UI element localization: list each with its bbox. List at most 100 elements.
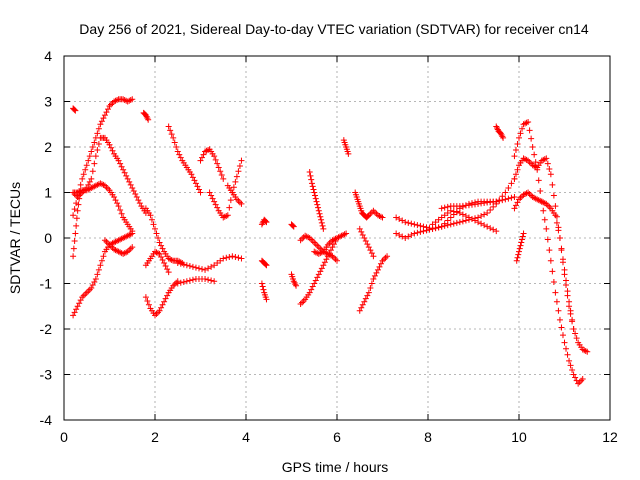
plus-marker [365,244,372,251]
plus-marker [367,247,374,254]
series-arc-m [174,253,245,273]
plus-marker [85,288,92,295]
plus-marker [115,157,122,164]
plus-marker [114,200,121,207]
plus-marker [543,155,550,162]
plus-marker [312,241,319,248]
plus-marker [227,197,234,204]
x-tick-label: 2 [151,429,159,445]
y-tick-label: -4 [40,412,53,428]
plus-marker [212,201,219,208]
plus-marker [97,121,104,128]
plus-marker [508,194,515,201]
plus-marker [517,194,524,201]
plus-marker [329,244,336,251]
plus-marker [532,163,539,170]
plus-marker [235,168,242,175]
plus-marker [159,301,166,308]
plus-marker [91,278,98,285]
plus-marker [101,237,108,244]
plus-marker [570,371,577,378]
plus-marker [459,218,466,225]
series-arc-y [306,169,327,232]
plus-marker [447,214,454,221]
plus-marker [441,212,448,219]
plus-marker [358,304,365,311]
series-arc-ac [356,253,391,314]
plus-marker [95,125,102,132]
plus-marker [402,219,409,226]
plus-marker [200,151,207,158]
plus-marker [211,278,218,285]
plus-marker [208,192,215,199]
plus-marker [159,245,166,252]
series-arc-al [511,189,577,332]
plus-marker [162,295,169,302]
plus-marker [188,171,195,178]
plus-marker [318,219,325,226]
plus-marker [114,96,121,103]
plus-marker [235,197,242,204]
plus-marker [127,245,134,252]
plus-marker [535,177,542,184]
plus-marker [164,266,171,273]
plus-marker [127,181,134,188]
plus-marker [408,220,415,227]
plus-marker [552,289,559,296]
plus-marker [526,191,533,198]
plus-marker [89,168,96,175]
plus-marker [402,235,409,241]
plus-marker [382,254,389,261]
plus-marker [220,175,227,182]
plus-marker [558,245,565,252]
y-axis-title: SDTVAR / TECUs [7,182,23,294]
plus-marker [307,172,314,179]
plus-marker [396,216,403,223]
plus-marker [211,262,218,269]
plus-marker [511,175,518,182]
plus-marker [290,223,297,230]
plus-marker [129,184,136,191]
plus-marker [76,189,83,196]
plus-marker [132,191,139,198]
plus-marker [546,165,553,172]
plus-marker [150,221,157,228]
plus-marker [218,172,225,179]
plus-marker [559,332,566,339]
plus-marker [236,199,243,206]
plus-marker [444,209,451,216]
plus-marker [319,222,326,229]
series-arc-s [258,257,270,269]
plus-marker [312,249,319,256]
plus-marker [575,380,582,387]
plus-marker [180,261,187,268]
plus-marker [174,148,181,155]
plus-marker [541,156,548,163]
plus-marker [309,183,316,190]
plus-marker [569,316,576,323]
series-arc-ag [429,207,500,235]
plus-marker [405,233,412,240]
plus-marker [361,298,368,305]
data-points [70,96,591,387]
plus-marker [220,255,227,262]
series-arc-j [142,278,181,319]
plus-marker [167,127,174,134]
plus-marker [117,160,124,167]
y-tick-label: -1 [40,276,53,292]
plus-marker [80,292,87,299]
plus-marker [515,251,522,258]
plus-marker [86,286,93,293]
plus-marker [537,187,544,194]
plus-marker [511,205,518,212]
plus-marker [308,176,315,183]
plus-marker [373,269,380,276]
plus-marker [192,264,199,271]
plus-marker [177,154,184,161]
plus-marker [540,156,547,163]
plus-marker [199,266,206,273]
plus-marker [558,324,565,331]
plus-marker [136,200,143,207]
plus-marker [76,300,83,307]
plus-marker [444,217,451,224]
